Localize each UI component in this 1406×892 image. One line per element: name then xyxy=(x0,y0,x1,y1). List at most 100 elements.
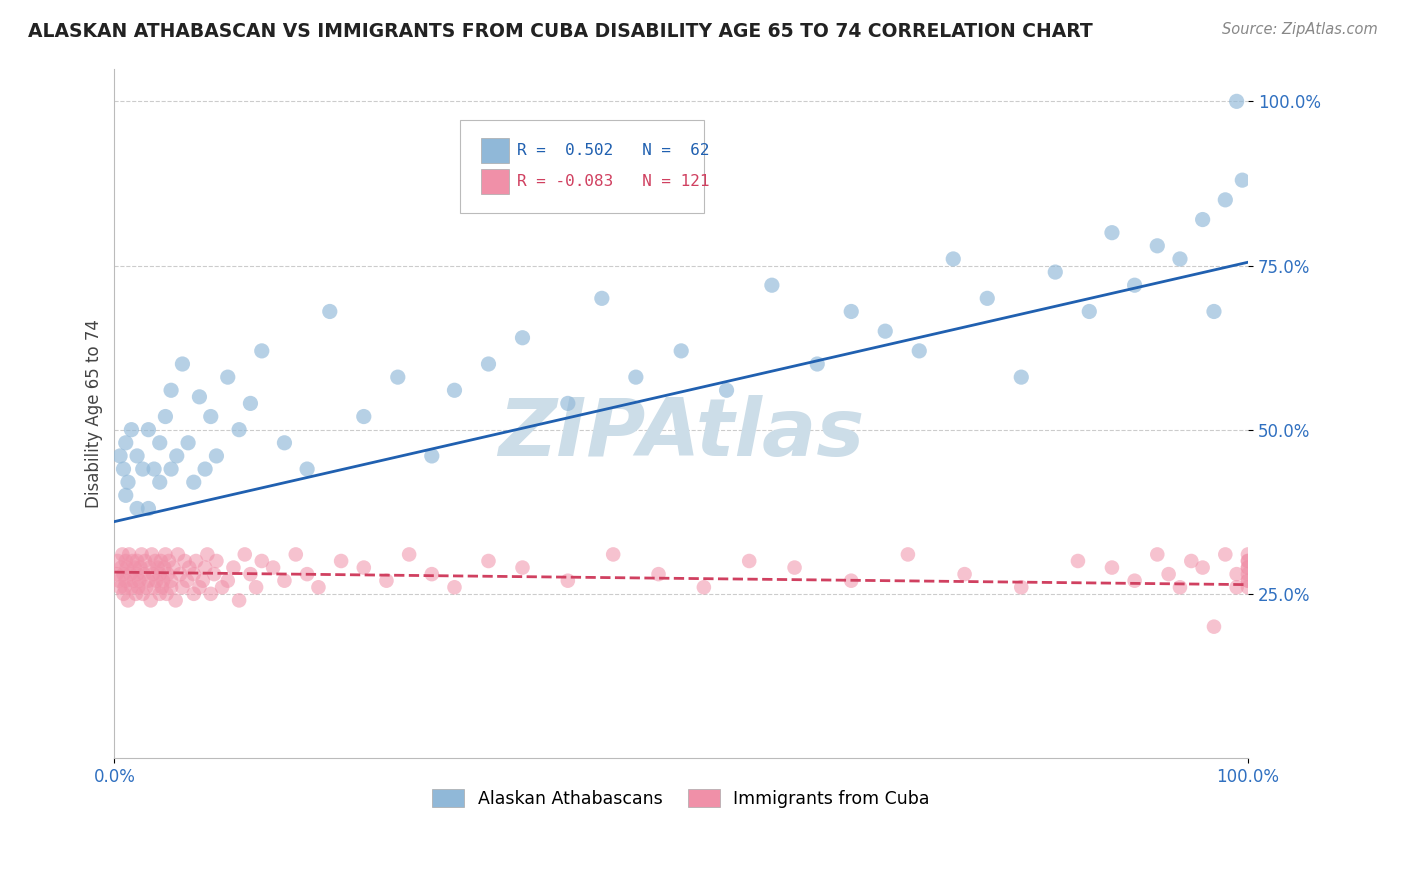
Point xyxy=(125,449,148,463)
Point xyxy=(217,574,239,588)
Point xyxy=(319,304,342,318)
Point xyxy=(477,554,499,568)
Point xyxy=(1067,554,1090,568)
Point xyxy=(139,593,162,607)
Point xyxy=(160,574,183,588)
Point xyxy=(783,560,806,574)
Point xyxy=(132,567,155,582)
Text: ALASKAN ATHABASCAN VS IMMIGRANTS FROM CUBA DISABILITY AGE 65 TO 74 CORRELATION C: ALASKAN ATHABASCAN VS IMMIGRANTS FROM CU… xyxy=(28,22,1092,41)
Point xyxy=(330,554,353,568)
Point xyxy=(135,580,157,594)
Point xyxy=(160,384,183,398)
Text: ZIPAtlas: ZIPAtlas xyxy=(498,395,865,473)
Point xyxy=(262,560,284,574)
Point xyxy=(1226,580,1249,594)
Point xyxy=(118,548,141,562)
Point xyxy=(138,560,160,574)
Point xyxy=(169,567,191,582)
Point xyxy=(295,567,318,582)
Point xyxy=(162,560,184,574)
Point xyxy=(108,449,131,463)
Point xyxy=(761,278,783,293)
Point xyxy=(387,370,409,384)
Point xyxy=(143,462,166,476)
Point xyxy=(146,560,169,574)
Point xyxy=(942,252,965,266)
Point xyxy=(105,567,128,582)
Point xyxy=(177,435,200,450)
Point xyxy=(693,580,716,594)
Point xyxy=(195,548,218,562)
Point xyxy=(1237,567,1260,582)
Point xyxy=(124,560,146,574)
Point xyxy=(167,548,190,562)
Point xyxy=(239,567,262,582)
Point xyxy=(716,384,738,398)
Point xyxy=(1202,620,1225,634)
Point xyxy=(1146,239,1168,253)
Text: R =  0.502   N =  62: R = 0.502 N = 62 xyxy=(517,143,710,158)
Point xyxy=(1123,278,1146,293)
Point xyxy=(155,587,177,601)
Point xyxy=(172,580,194,594)
Point xyxy=(295,462,318,476)
Point xyxy=(132,462,155,476)
Point xyxy=(128,574,150,588)
Point xyxy=(125,501,148,516)
Point xyxy=(908,343,931,358)
Point xyxy=(669,343,692,358)
Point xyxy=(375,574,398,588)
Point xyxy=(420,449,443,463)
Point xyxy=(1157,567,1180,582)
Point xyxy=(647,567,669,582)
Point xyxy=(738,554,761,568)
Point xyxy=(155,409,177,424)
Point xyxy=(152,574,174,588)
Point xyxy=(191,574,214,588)
Point xyxy=(149,435,172,450)
Point xyxy=(211,580,233,594)
Text: R = -0.083   N = 121: R = -0.083 N = 121 xyxy=(517,174,710,189)
Point xyxy=(149,587,172,601)
Point xyxy=(127,580,149,594)
Point xyxy=(1168,580,1191,594)
Point xyxy=(111,548,134,562)
Point xyxy=(131,548,153,562)
Point xyxy=(120,567,142,582)
Point xyxy=(239,396,262,410)
Point xyxy=(114,488,136,502)
Point xyxy=(114,580,136,594)
Point xyxy=(557,574,579,588)
Point xyxy=(183,475,205,490)
Point xyxy=(353,409,375,424)
Point xyxy=(217,370,239,384)
Point xyxy=(839,574,862,588)
Point xyxy=(1226,95,1249,109)
Point xyxy=(114,554,136,568)
Point xyxy=(114,574,136,588)
Point xyxy=(1101,226,1123,240)
Point xyxy=(1191,212,1213,227)
Point xyxy=(1180,554,1202,568)
Point xyxy=(205,554,228,568)
Point xyxy=(602,548,624,562)
Point xyxy=(284,548,307,562)
Point xyxy=(1213,548,1236,562)
Point xyxy=(1123,574,1146,588)
Point xyxy=(142,567,165,582)
Point xyxy=(125,554,148,568)
Point xyxy=(112,567,135,582)
Point xyxy=(194,462,217,476)
Point xyxy=(160,580,183,594)
Point xyxy=(1237,554,1260,568)
Point xyxy=(114,435,136,450)
FancyBboxPatch shape xyxy=(481,169,509,194)
Point xyxy=(1226,567,1249,582)
Point xyxy=(250,554,273,568)
Point xyxy=(143,580,166,594)
Point xyxy=(184,554,207,568)
Point xyxy=(129,560,152,574)
Point xyxy=(145,574,167,588)
Point xyxy=(149,554,172,568)
Point xyxy=(115,560,138,574)
